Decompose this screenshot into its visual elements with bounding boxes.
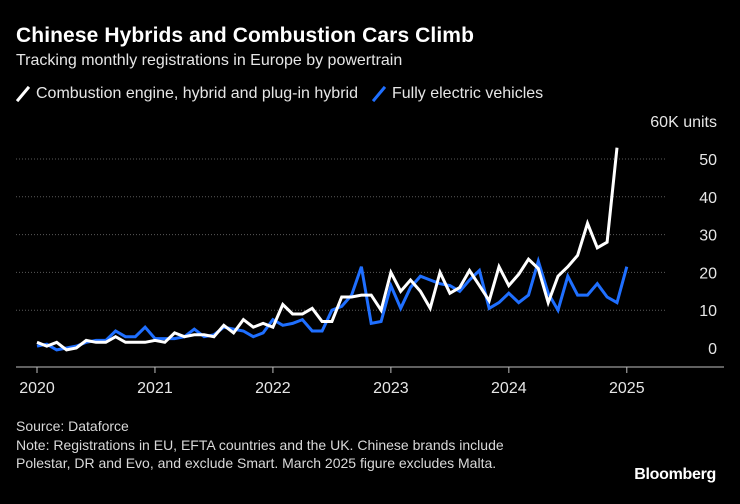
- legend-swatch-electric: [371, 86, 386, 102]
- footnote: Note: Registrations in EU, EFTA countrie…: [16, 437, 504, 471]
- legend-swatch-combustion: [16, 86, 30, 102]
- series-line-electric: [36, 255, 629, 352]
- chart-subtitle: Tracking monthly registrations in Europe…: [16, 52, 403, 69]
- legend-item-electric: Fully electric vehicles: [371, 85, 544, 103]
- y-tick-label-50: 50: [699, 152, 717, 169]
- y-tick-label-30: 30: [699, 228, 717, 245]
- chart-title: Chinese Hybrids and Combustion Cars Clim…: [16, 24, 474, 47]
- bloomberg-logo: Bloomberg: [634, 466, 716, 483]
- y-tick-label-10: 10: [699, 303, 717, 320]
- source-note: Source: Dataforce: [16, 418, 129, 434]
- legend-label-electric: Fully electric vehicles: [391, 85, 544, 102]
- y-tick-label-20: 20: [699, 265, 717, 282]
- x-tick-label-2024: 2024: [491, 380, 527, 397]
- x-tick-label-2021: 2021: [137, 380, 173, 397]
- y-tick-label-40: 40: [699, 190, 717, 207]
- legend: Combustion engine, hybrid and plug-in hy…: [16, 85, 557, 103]
- legend-label-combustion: Combustion engine, hybrid and plug-in hy…: [36, 85, 358, 102]
- series-line-combustion: [36, 147, 619, 352]
- x-tick-label-2022: 2022: [255, 380, 291, 397]
- y-tick-label-0: 0: [708, 341, 717, 358]
- x-tick-label-2023: 2023: [373, 380, 409, 397]
- x-tick-label-2020: 2020: [19, 380, 55, 397]
- x-tick-label-2025: 2025: [609, 380, 645, 397]
- legend-item-combustion: Combustion engine, hybrid and plug-in hy…: [16, 85, 358, 103]
- y-axis-unit-label: 60K units: [650, 114, 717, 131]
